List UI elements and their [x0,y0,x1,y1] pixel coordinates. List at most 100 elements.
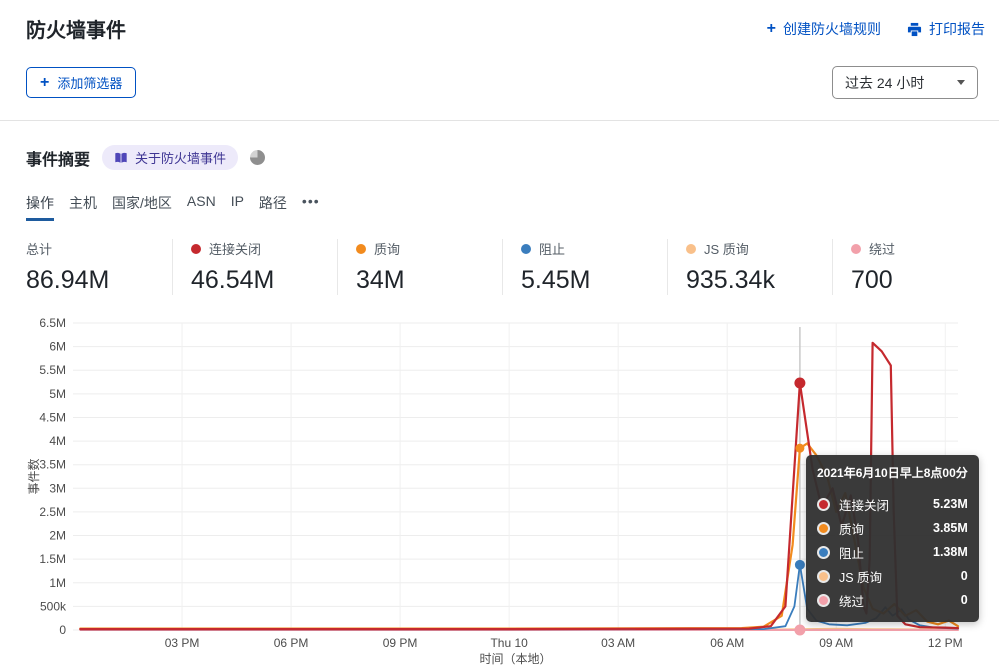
series-dot [817,593,830,607]
series-dot [521,243,531,254]
tab-asn[interactable]: ASN [186,193,216,209]
stat-label: 绕过 [869,242,896,257]
stat-value: 700 [851,266,893,294]
chart-tooltip: 2021年6月10日早上8点00分 连接关闭 5.23M 质询 3.85M 阻止… [806,455,979,622]
tooltip-label: 阻止 [839,546,865,561]
tooltip-value: 1.38M [933,545,968,559]
add-filter-button[interactable]: + 添加筛选器 [26,67,137,98]
svg-text:3M: 3M [49,481,66,495]
stat-value: 46.54M [191,266,275,294]
tooltip-row: 阻止 1.38M [817,540,968,564]
svg-text:1M: 1M [49,576,66,590]
tooltip-value: 5.23M [933,497,968,511]
create-firewall-rule-link[interactable]: + 创建防火墙规则 [767,19,881,39]
tooltip-row: 连接关闭 5.23M [817,492,968,516]
tooltip-value: 0 [960,593,968,607]
printer-icon [907,22,922,37]
svg-text:6.5M: 6.5M [39,316,66,330]
tab-country[interactable]: 国家/地区 [112,195,172,211]
stat-connection-close[interactable]: 连接关闭 46.54M [172,239,337,295]
svg-text:1.5M: 1.5M [39,552,66,566]
tab-path[interactable]: 路径 [258,195,287,211]
tooltip-value: 3.85M [933,521,968,535]
svg-text:时间（本地）: 时间（本地） [479,652,551,666]
svg-text:事件数: 事件数 [26,458,41,494]
series-dot [817,497,830,511]
book-icon [114,151,128,165]
stat-label: 质询 [374,242,401,257]
badge-label: 关于防火墙事件 [135,151,227,166]
tab-host[interactable]: 主机 [69,195,97,211]
summary-title: 事件摘要 [26,151,91,169]
pie-chart-icon [250,150,266,165]
stat-challenge[interactable]: 质询 34M [337,239,502,295]
tab-actions[interactable]: 操作 [26,193,54,221]
svg-text:0: 0 [59,623,66,637]
tooltip-title: 2021年6月10日早上8点00分 [817,466,968,480]
svg-text:4.5M: 4.5M [39,410,66,424]
svg-text:06 AM: 06 AM [710,636,744,650]
more-tabs-button[interactable]: ••• [301,193,320,209]
create-firewall-rule-label: 创建防火墙规则 [783,21,881,37]
chevron-down-icon [957,80,965,85]
series-dot [191,243,201,254]
page-title: 防火墙事件 [26,20,126,42]
header-actions: + 创建防火墙规则 打印报告 [767,19,985,39]
tooltip-row: 质询 3.85M [817,516,968,540]
stat-value: 34M [356,266,405,294]
stat-value: 86.94M [26,266,110,294]
series-dot [817,521,830,535]
tooltip-row: JS 质询 0 [817,564,968,588]
print-report-label: 打印报告 [929,21,985,37]
plus-icon: + [40,73,50,91]
tooltip-label: 绕过 [839,594,865,609]
svg-text:5M: 5M [49,387,66,401]
stats-row: 总计 86.94M 连接关闭 46.54M 质询 34M 阻止 5.45M [26,239,997,295]
svg-text:Thu 10: Thu 10 [490,636,528,650]
svg-text:6M: 6M [49,340,66,354]
stat-label: 总计 [26,242,53,257]
series-dot [686,243,696,254]
summary-tabs: 操作 主机 国家/地区 ASN IP 路径 ••• [26,193,320,221]
svg-text:03 AM: 03 AM [601,636,635,650]
svg-text:500k: 500k [40,599,67,613]
series-dot [817,545,830,559]
series-dot [851,243,861,254]
stat-value: 5.45M [521,266,591,294]
section-divider [0,120,999,121]
stat-value: 935.34k [686,266,775,294]
stat-total[interactable]: 总计 86.94M [26,239,172,295]
stat-block[interactable]: 阻止 5.45M [502,239,667,295]
tooltip-label: JS 质询 [839,570,883,585]
svg-text:09 AM: 09 AM [819,636,853,650]
print-report-link[interactable]: 打印报告 [907,19,985,39]
tab-ip[interactable]: IP [230,193,244,209]
tooltip-value: 0 [960,569,968,583]
stat-js-challenge[interactable]: JS 质询 935.34k [667,239,832,295]
stat-bypass[interactable]: 绕过 700 [832,239,997,295]
series-dot [817,569,830,583]
tooltip-label: 质询 [839,522,865,537]
stat-label: JS 质询 [704,242,749,257]
svg-text:2.5M: 2.5M [39,505,66,519]
series-dot [356,243,366,254]
add-filter-label: 添加筛选器 [57,76,123,91]
tooltip-row: 绕过 0 [817,588,968,612]
svg-text:2M: 2M [49,529,66,543]
stat-label: 阻止 [539,242,566,257]
svg-text:06 PM: 06 PM [274,636,309,650]
about-firewall-events-badge[interactable]: 关于防火墙事件 [102,145,239,170]
svg-text:09 PM: 09 PM [383,636,418,650]
svg-text:03 PM: 03 PM [165,636,200,650]
time-range-value: 过去 24 小时 [845,74,925,91]
time-range-dropdown[interactable]: 过去 24 小时 [832,66,978,99]
tooltip-label: 连接关闭 [839,498,890,513]
summary-header: 事件摘要 关于防火墙事件 [26,145,266,170]
svg-text:12 PM: 12 PM [928,636,963,650]
svg-text:3.5M: 3.5M [39,458,66,472]
stat-label: 连接关闭 [209,242,262,257]
plus-icon: + [766,20,776,37]
svg-text:5.5M: 5.5M [39,363,66,377]
svg-text:4M: 4M [49,434,66,448]
